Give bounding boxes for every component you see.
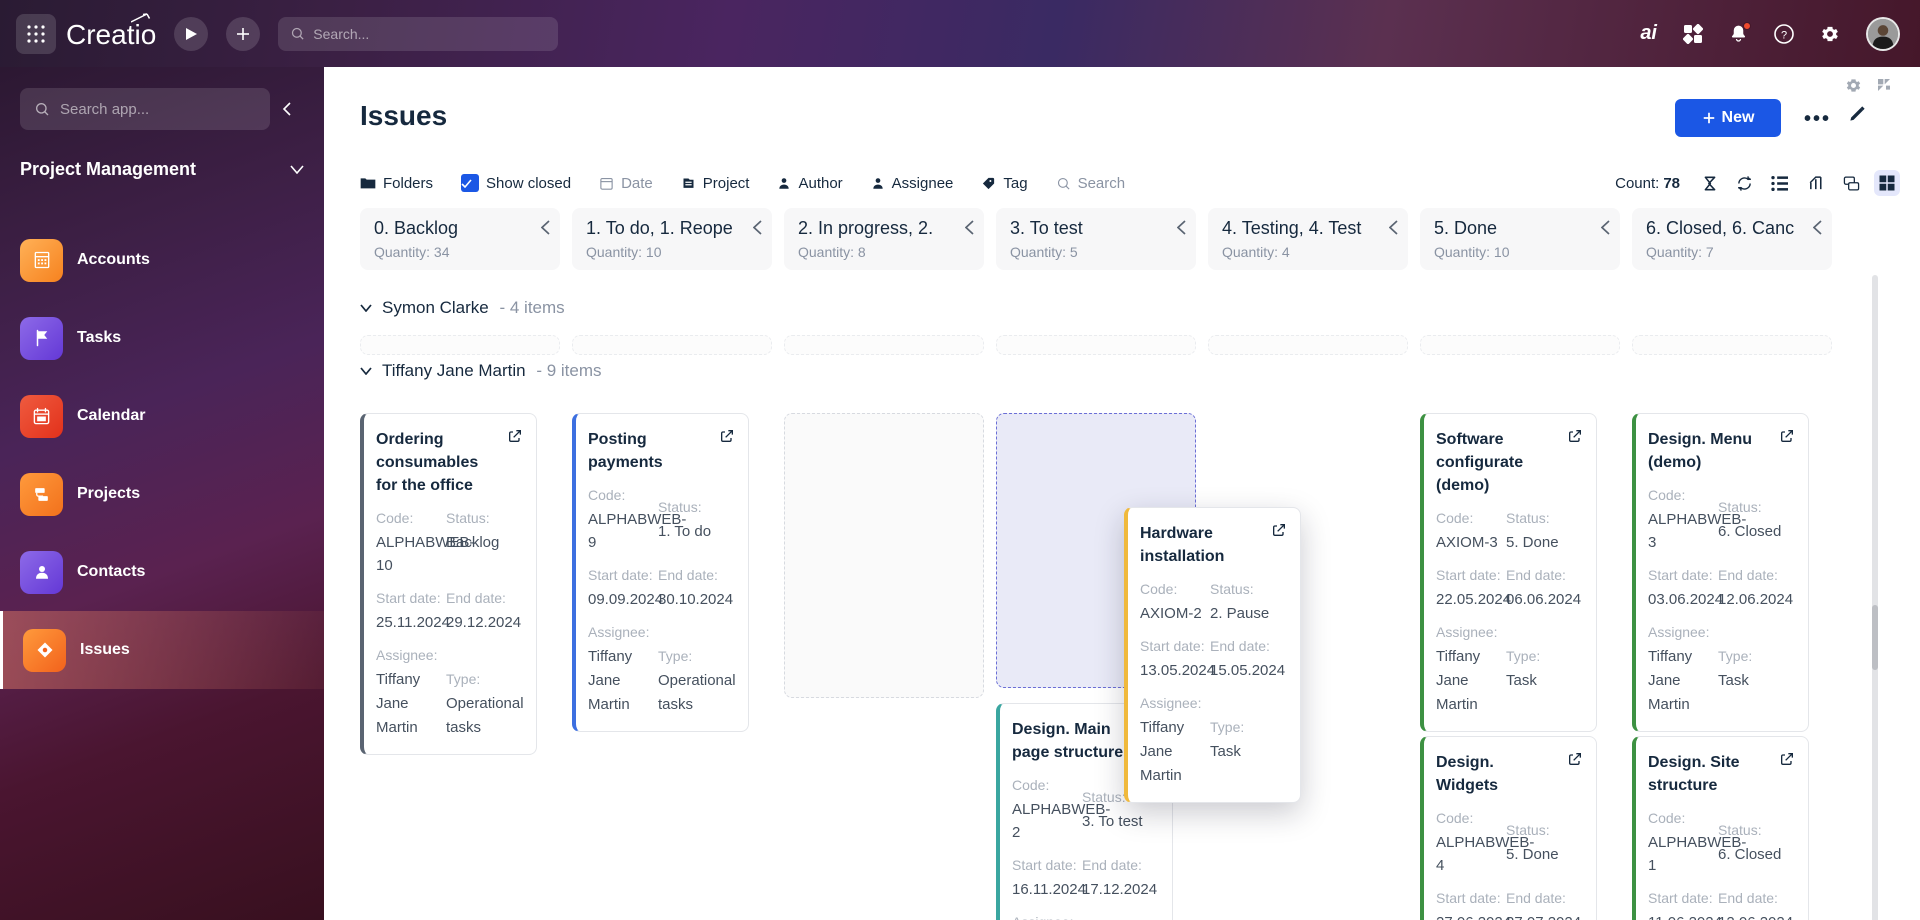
svg-text:?: ? bbox=[1781, 29, 1787, 41]
